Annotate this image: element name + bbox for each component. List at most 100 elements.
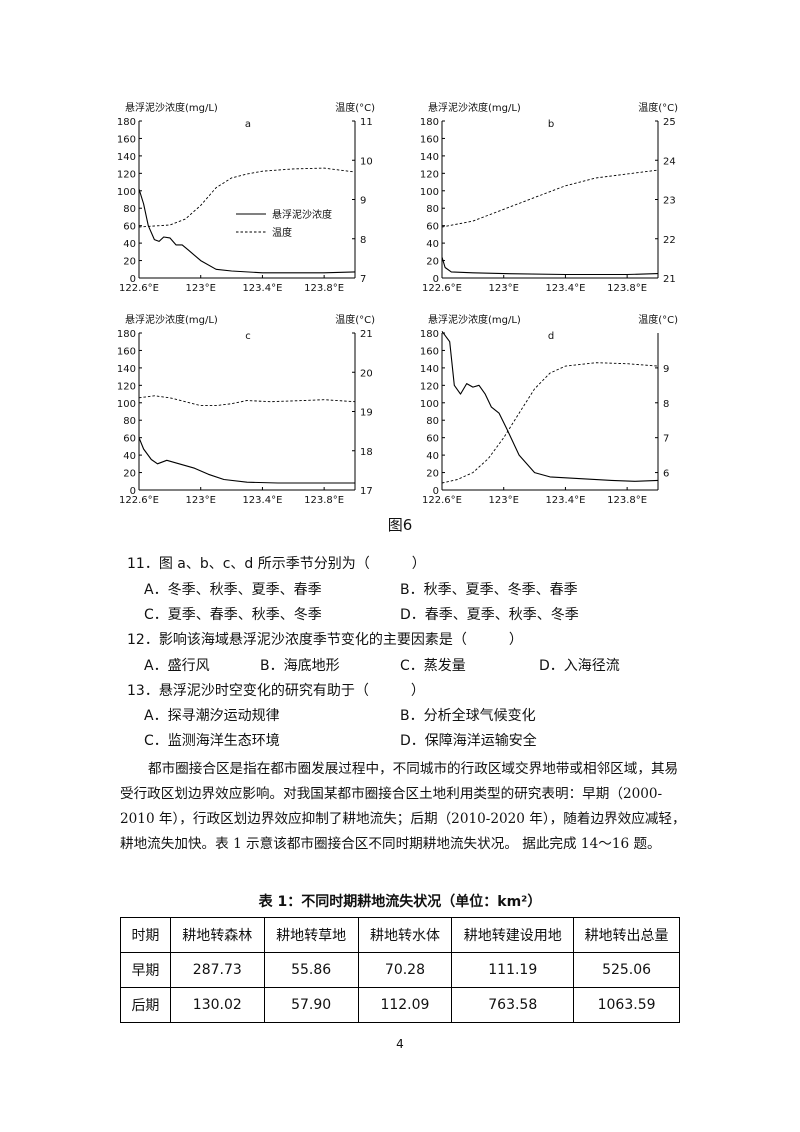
temperature-line [441, 362, 659, 484]
chart-c: 悬浮泥沙浓度(mg/L) 温度(°C) c 0 20 40 60 80 100 120 140 160… [115, 308, 385, 512]
x-tick-label: 123°E [489, 283, 519, 294]
y-tick-label: 180 [420, 117, 439, 128]
page-number: 4 [396, 1037, 404, 1051]
panel-label: c [245, 331, 251, 342]
question-11-stem: 11．图 a、b、c、d 所示季节分别为（ ） [127, 556, 426, 572]
table-cell: 早期 [120, 952, 171, 988]
sediment-line [441, 256, 659, 276]
table-cell: 1063.59 [573, 987, 680, 1023]
table-cell: 130.02 [169, 987, 265, 1023]
y2-tick-label: 8 [663, 399, 669, 410]
y-tick-label: 140 [117, 152, 136, 163]
y-tick-label: 100 [420, 399, 439, 410]
y2-tick-label: 22 [663, 235, 676, 246]
y2-tick-label: 20 [360, 368, 373, 379]
x-tick-label: 123.8°E [607, 495, 647, 506]
y-tick-label: 180 [420, 329, 439, 340]
y-tick-label: 160 [420, 346, 439, 357]
table-cell: 525.06 [573, 952, 680, 988]
y2-tick-label: 8 [360, 235, 366, 246]
table-header-row: 时期 耕地转森林 耕地转草地 耕地转水体 耕地转建设用地 耕地转出总量 [120, 917, 680, 953]
x-tick-label: 123°E [186, 283, 216, 294]
left-axis-title: 悬浮泥沙浓度(mg/L) [428, 313, 521, 326]
table-header: 耕地转草地 [263, 917, 359, 953]
y2-tick-label: 21 [360, 329, 373, 340]
y-tick-label: 60 [123, 222, 136, 233]
y-tick-label: 140 [420, 364, 439, 375]
y-tick-label: 180 [117, 117, 136, 128]
y-tick-label: 120 [117, 169, 136, 180]
table-header: 时期 [120, 917, 171, 953]
left-axis-title: 悬浮泥沙浓度(mg/L) [125, 101, 218, 114]
sediment-line [138, 188, 356, 274]
y-tick-label: 20 [123, 469, 136, 480]
y-tick-label: 0 [433, 274, 439, 285]
y-tick-label: 20 [123, 257, 136, 268]
left-axis-title: 悬浮泥沙浓度(mg/L) [125, 313, 218, 326]
y-tick-label: 40 [123, 451, 136, 462]
y2-tick-label: 18 [360, 447, 373, 458]
y2-tick-label: 7 [663, 434, 669, 445]
y-tick-label: 100 [420, 187, 439, 198]
right-axis-title: 温度(°C) [638, 101, 678, 114]
right-axis-title: 温度(°C) [638, 313, 678, 326]
table-cell: 111.19 [451, 952, 575, 988]
panel-label: a [245, 119, 251, 130]
x-tick-label: 123.4°E [545, 283, 585, 294]
table-header: 耕地转水体 [357, 917, 453, 953]
sediment-line [441, 330, 659, 482]
y-tick-label: 80 [123, 416, 136, 427]
y-tick-label: 60 [123, 434, 136, 445]
y-tick-label: 120 [420, 169, 439, 180]
x-tick-label: 122.6°E [119, 495, 159, 506]
x-tick-label: 123.4°E [545, 495, 585, 506]
y-tick-label: 80 [123, 204, 136, 215]
passage-text: 都市圈接合区是指在都市圈发展过程中，不同城市的行政区域交界地带或相邻区域，其易受… [120, 761, 686, 852]
panel-label: d [548, 331, 554, 342]
temperature-line [138, 395, 356, 407]
y-tick-label: 20 [426, 469, 439, 480]
x-tick-label: 123°E [186, 495, 216, 506]
y-tick-label: 160 [420, 134, 439, 145]
y2-tick-label: 21 [663, 274, 676, 285]
question-11-option-c: C．夏季、春季、秋季、冬季 [144, 607, 322, 623]
y-tick-label: 0 [130, 486, 136, 497]
chart-d: 悬浮泥沙浓度(mg/L) 温度(°C) d 0 20 40 60 80 100 120 140 160… [418, 308, 688, 512]
y-tick-label: 100 [117, 187, 136, 198]
x-tick-label: 123.8°E [607, 283, 647, 294]
question-11-option-d: D．春季、夏季、秋季、冬季 [400, 607, 579, 623]
y-tick-label: 120 [117, 381, 136, 392]
right-axis-title: 温度(°C) [335, 313, 375, 326]
y-tick-label: 120 [420, 381, 439, 392]
y2-tick-label: 9 [360, 196, 366, 207]
question-12-option-d: D．入海径流 [539, 658, 620, 674]
data-table: 时期 耕地转森林 耕地转草地 耕地转水体 耕地转建设用地 耕地转出总量 早期 2… [120, 917, 680, 1023]
table-header: 耕地转出总量 [573, 917, 680, 953]
table-cell: 57.90 [263, 987, 359, 1023]
table-cell: 70.28 [357, 952, 453, 988]
panel-label: b [548, 119, 554, 130]
right-axis-title: 温度(°C) [335, 101, 375, 114]
table-cell: 287.73 [169, 952, 265, 988]
table-row: 早期 287.73 55.86 70.28 111.19 525.06 [120, 952, 680, 988]
y-tick-label: 80 [426, 416, 439, 427]
question-13-option-b: B．分析全球气候变化 [400, 708, 536, 724]
x-tick-label: 123°E [489, 495, 519, 506]
x-tick-label: 123.4°E [242, 283, 282, 294]
temperature-line [138, 167, 356, 228]
figure-caption: 图6 [387, 516, 413, 534]
x-tick-label: 122.6°E [422, 283, 462, 294]
y-tick-label: 80 [426, 204, 439, 215]
y2-tick-label: 17 [360, 486, 373, 497]
question-11-option-b: B．秋季、夏季、冬季、春季 [400, 582, 578, 598]
y-tick-label: 160 [117, 134, 136, 145]
y-tick-label: 20 [426, 257, 439, 268]
question-12-option-b: B．海底地形 [260, 658, 340, 674]
y-tick-label: 40 [426, 239, 439, 250]
y-tick-label: 0 [130, 274, 136, 285]
table-title: 表 1：不同时期耕地流失状况（单位：km²） [258, 894, 542, 910]
y-tick-label: 100 [117, 399, 136, 410]
x-tick-label: 122.6°E [119, 283, 159, 294]
chart-a: 悬浮泥沙浓度(mg/L) 温度(°C) a 0 20 40 60 80 100 120 140 160… [115, 96, 385, 300]
y-tick-label: 140 [420, 152, 439, 163]
